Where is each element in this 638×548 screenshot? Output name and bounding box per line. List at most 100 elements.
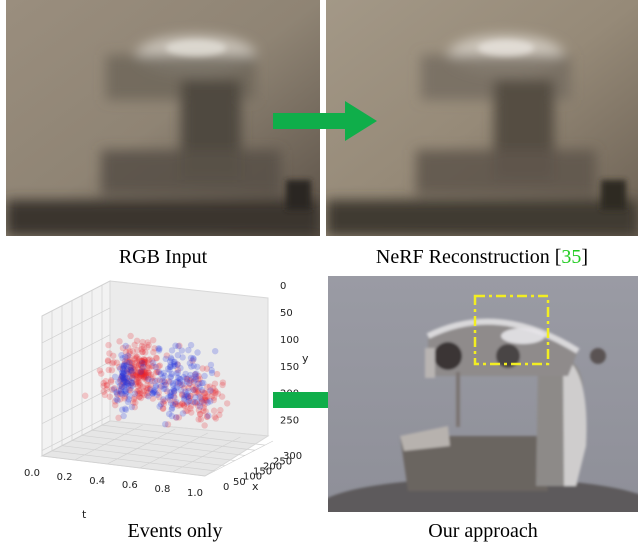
event-point-positive bbox=[194, 387, 202, 394]
event-point-positive bbox=[140, 368, 148, 375]
event-point-positive bbox=[126, 373, 133, 380]
event-point-negative bbox=[180, 373, 187, 381]
event-point-positive bbox=[203, 413, 211, 420]
event-point-positive bbox=[122, 376, 129, 383]
event-point-positive bbox=[178, 400, 186, 407]
event-point-negative bbox=[161, 372, 168, 380]
event-point-negative bbox=[137, 368, 144, 375]
event-point-positive bbox=[105, 366, 112, 374]
event-point-positive bbox=[101, 391, 109, 399]
event-point-negative bbox=[161, 381, 168, 389]
event-point-positive bbox=[174, 366, 182, 374]
event-point-negative bbox=[170, 386, 177, 393]
event-point-negative bbox=[183, 391, 190, 398]
event-point-negative bbox=[181, 394, 188, 401]
event-point-positive bbox=[103, 382, 111, 389]
event-point-negative bbox=[182, 375, 189, 382]
event-point-negative bbox=[198, 387, 206, 394]
event-point-positive bbox=[128, 368, 135, 375]
event-point-positive bbox=[143, 387, 151, 394]
event-point-negative bbox=[149, 377, 156, 385]
event-point-negative bbox=[124, 380, 132, 387]
axis-ticks: 0501001502002500501001502002503000.00.20… bbox=[24, 281, 302, 499]
event-point-positive bbox=[191, 398, 199, 406]
event-point-positive bbox=[138, 369, 146, 376]
event-point-negative bbox=[164, 365, 172, 373]
event-point-negative bbox=[128, 403, 136, 411]
citation-link[interactable]: 35 bbox=[561, 246, 582, 268]
event-point-positive bbox=[147, 371, 155, 379]
event-point-negative bbox=[207, 398, 214, 405]
event-point-negative bbox=[117, 376, 124, 383]
event-point-negative bbox=[128, 380, 135, 387]
event-point-positive bbox=[161, 378, 168, 385]
event-point-negative bbox=[155, 345, 162, 352]
event-point-positive bbox=[187, 392, 194, 400]
event-point-negative bbox=[174, 378, 181, 385]
event-point-positive bbox=[131, 393, 138, 401]
event-point-positive bbox=[141, 374, 148, 382]
event-point-negative bbox=[168, 412, 176, 420]
event-point-positive bbox=[121, 393, 129, 400]
event-point-positive bbox=[127, 359, 135, 366]
event-point-negative bbox=[145, 375, 152, 383]
event-point-positive bbox=[187, 392, 194, 399]
event-point-positive bbox=[123, 370, 130, 377]
event-point-negative bbox=[118, 389, 125, 397]
event-point-positive bbox=[125, 344, 132, 351]
event-point-positive bbox=[138, 365, 146, 372]
event-point-positive bbox=[104, 357, 112, 364]
event-point-negative bbox=[119, 406, 126, 413]
event-point-positive bbox=[186, 380, 193, 388]
event-point-positive bbox=[131, 359, 139, 367]
event-point-negative bbox=[171, 360, 178, 368]
event-point-negative bbox=[175, 342, 182, 350]
event-point-positive bbox=[106, 393, 114, 400]
event-point-positive bbox=[138, 371, 146, 378]
event-point-positive bbox=[140, 387, 148, 395]
event-point-negative bbox=[122, 387, 129, 394]
event-point-negative bbox=[190, 377, 198, 384]
event-point-positive bbox=[195, 407, 203, 414]
event-point-positive bbox=[108, 386, 116, 393]
event-point-positive bbox=[128, 379, 135, 386]
event-point-negative bbox=[193, 399, 200, 406]
event-point-negative bbox=[178, 347, 186, 354]
event-point-negative bbox=[119, 366, 127, 373]
event-point-positive bbox=[194, 402, 202, 409]
event-point-negative bbox=[121, 353, 129, 361]
event-point-negative bbox=[172, 342, 179, 349]
event-point-negative bbox=[152, 363, 159, 371]
event-point-negative bbox=[157, 370, 165, 378]
event-point-positive bbox=[217, 406, 224, 414]
event-point-positive bbox=[187, 402, 195, 410]
event-point-negative bbox=[193, 370, 200, 377]
tick-label: 100 bbox=[280, 335, 299, 346]
event-point-negative bbox=[208, 367, 215, 374]
event-point-positive bbox=[174, 361, 181, 368]
event-point-positive bbox=[133, 388, 141, 395]
event-point-positive bbox=[140, 373, 148, 381]
event-point-positive bbox=[128, 359, 136, 366]
axis-label-x: x bbox=[252, 480, 259, 493]
event-point-positive bbox=[122, 348, 130, 356]
event-point-positive bbox=[141, 368, 149, 375]
event-point-negative bbox=[172, 378, 180, 386]
event-point-positive bbox=[138, 367, 145, 374]
event-point-positive bbox=[202, 408, 209, 415]
event-point-positive bbox=[112, 401, 119, 409]
event-point-negative bbox=[120, 377, 127, 384]
event-point-positive bbox=[140, 355, 148, 363]
event-point-positive bbox=[117, 377, 124, 385]
event-point-negative bbox=[123, 381, 130, 389]
event-point-negative bbox=[127, 378, 134, 385]
tick-label: 1.0 bbox=[187, 488, 203, 499]
event-point-positive bbox=[100, 388, 107, 395]
event-point-positive bbox=[115, 363, 123, 371]
event-point-positive bbox=[141, 358, 148, 366]
event-point-positive bbox=[110, 358, 117, 366]
event-point-negative bbox=[126, 363, 134, 371]
event-point-positive bbox=[127, 382, 134, 389]
event-point-positive bbox=[145, 369, 152, 376]
event-point-positive bbox=[136, 381, 143, 389]
